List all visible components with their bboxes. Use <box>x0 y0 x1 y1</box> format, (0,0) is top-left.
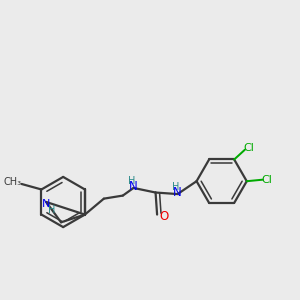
Text: Cl: Cl <box>261 175 272 185</box>
Text: CH₃: CH₃ <box>3 177 21 188</box>
Text: H: H <box>48 205 56 215</box>
Text: O: O <box>159 210 169 223</box>
Text: H: H <box>172 182 180 192</box>
Text: H: H <box>128 176 136 186</box>
Text: N: N <box>129 180 138 193</box>
Text: Cl: Cl <box>243 143 254 153</box>
Text: N: N <box>42 199 50 208</box>
Text: N: N <box>173 186 182 199</box>
